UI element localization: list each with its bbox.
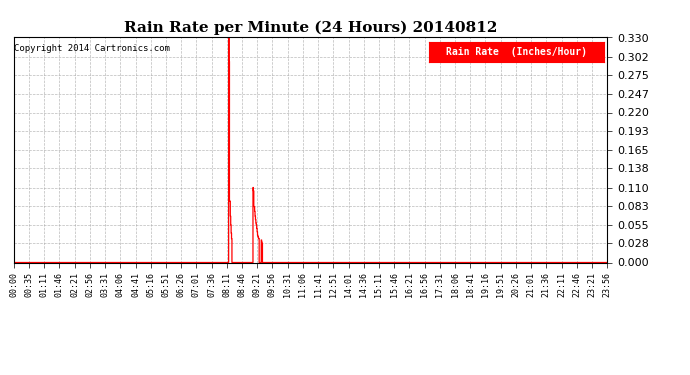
Text: Copyright 2014 Cartronics.com: Copyright 2014 Cartronics.com [14,44,170,53]
Title: Rain Rate per Minute (24 Hours) 20140812: Rain Rate per Minute (24 Hours) 20140812 [124,21,497,35]
